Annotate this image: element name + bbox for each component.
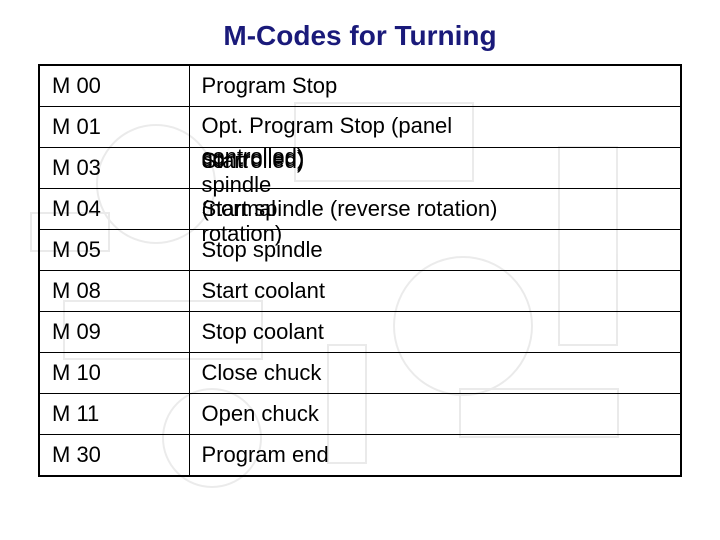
table-row: M 08 Start coolant xyxy=(39,271,681,312)
table-row: M 04 Start spindle (reverse rotation) xyxy=(39,189,681,230)
table-row: M 11 Open chuck xyxy=(39,394,681,435)
desc-overlap-start: Start spindle (normal rotation) xyxy=(202,149,283,246)
description-cell: Program Stop xyxy=(189,65,681,107)
table-row: M 01 Opt. Program Stop (panel xyxy=(39,107,681,148)
description-cell: Opt. Program Stop (panel xyxy=(189,107,681,148)
description-cell: Stop coolant xyxy=(189,312,681,353)
table-row: M 00 Program Stop xyxy=(39,65,681,107)
description-cell: Program end xyxy=(189,435,681,477)
code-cell: M 08 xyxy=(39,271,189,312)
description-cell: Start coolant xyxy=(189,271,681,312)
code-cell: M 00 xyxy=(39,65,189,107)
code-cell: M 11 xyxy=(39,394,189,435)
table-row: M 03 controlled) x controlled) controlle… xyxy=(39,148,681,189)
code-cell: M 03 xyxy=(39,148,189,189)
description-cell: controlled) x controlled) controlled) co… xyxy=(189,148,681,189)
code-cell: M 05 xyxy=(39,230,189,271)
mcodes-table: M 00 Program Stop M 01 Opt. Program Stop… xyxy=(38,64,682,477)
page-title: M-Codes for Turning xyxy=(0,0,720,64)
description-cell: Open chuck xyxy=(189,394,681,435)
code-cell: M 04 xyxy=(39,189,189,230)
code-cell: M 09 xyxy=(39,312,189,353)
table-row: M 30 Program end xyxy=(39,435,681,477)
table-row: M 09 Stop coolant xyxy=(39,312,681,353)
code-cell: M 01 xyxy=(39,107,189,148)
description-cell: Close chuck xyxy=(189,353,681,394)
table-row: M 10 Close chuck xyxy=(39,353,681,394)
mcodes-table-container: M 00 Program Stop M 01 Opt. Program Stop… xyxy=(38,64,682,477)
code-cell: M 10 xyxy=(39,353,189,394)
table-row: M 05 Stop spindle xyxy=(39,230,681,271)
code-cell: M 30 xyxy=(39,435,189,477)
